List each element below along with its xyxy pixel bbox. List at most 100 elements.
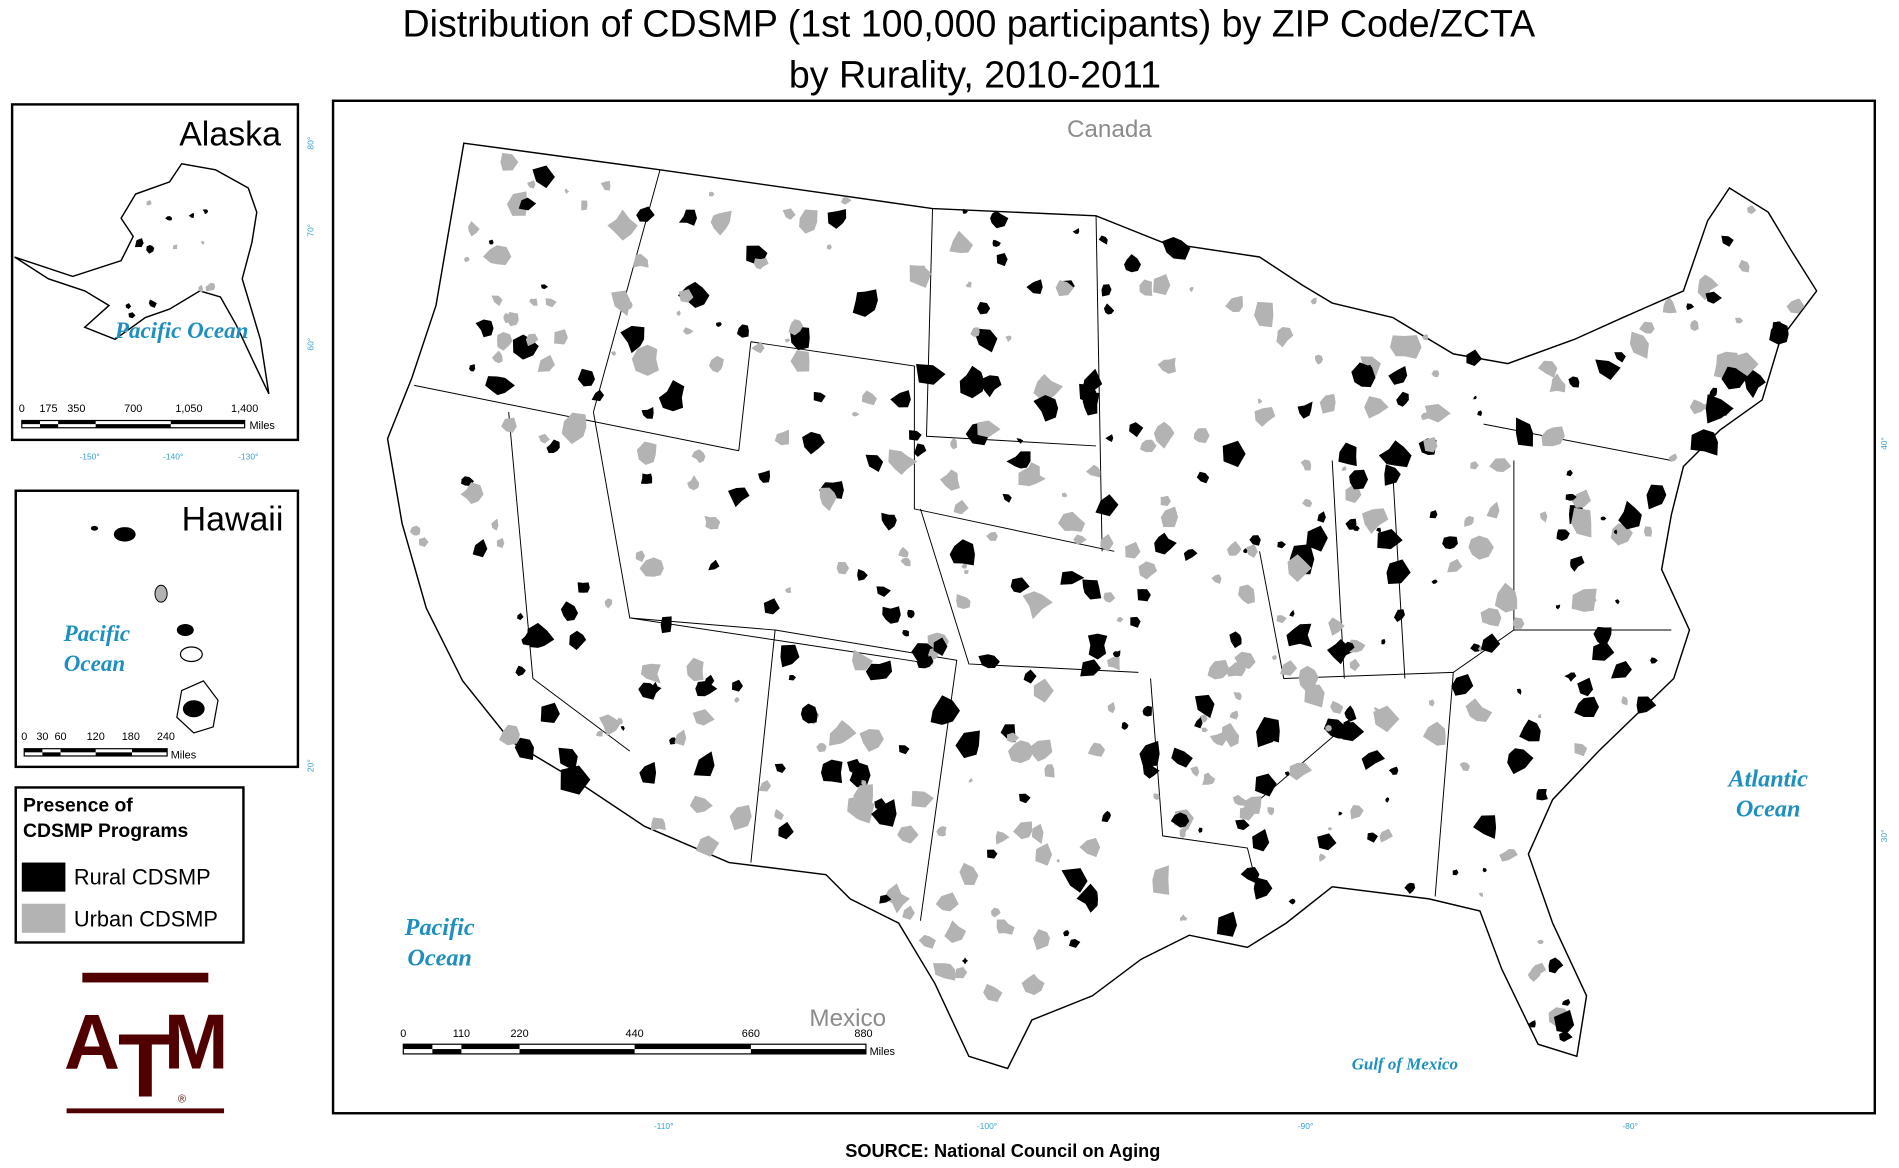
program-area [674, 729, 687, 746]
program-area [1373, 705, 1400, 733]
program-area [987, 849, 998, 859]
program-area [695, 835, 720, 857]
title: Distribution of CDSMP (1st 100,000 parti… [403, 3, 1536, 45]
program-area [1101, 284, 1112, 297]
program-area [514, 737, 534, 760]
program-area [1103, 592, 1116, 603]
program-area [865, 454, 884, 472]
program-area [1668, 453, 1678, 463]
scale-label: 0 [400, 1028, 406, 1040]
program-area [1315, 354, 1324, 365]
program-area [758, 779, 771, 792]
program-area [1452, 869, 1459, 876]
program-area [1031, 823, 1044, 845]
legend-title: Presence of [23, 795, 133, 817]
program-area [950, 437, 958, 450]
program-area [546, 439, 560, 454]
program-area [123, 328, 129, 333]
ocean-label: Ocean [64, 650, 125, 676]
program-area [640, 473, 653, 484]
program-area [1636, 696, 1657, 714]
program-area [841, 196, 852, 205]
program-area [498, 724, 520, 746]
scale-segment [170, 420, 245, 425]
program-area [518, 197, 537, 211]
program-area [1747, 205, 1757, 215]
program-area [897, 825, 919, 844]
program-area [1350, 805, 1364, 820]
program-area [599, 714, 622, 736]
logo-letter: M [164, 999, 229, 1085]
program-area [980, 375, 1002, 398]
program-area [1302, 498, 1313, 508]
hawaii-frame [14, 489, 300, 769]
program-area [729, 805, 752, 831]
program-area [857, 568, 868, 581]
scale-segment [21, 420, 40, 425]
program-area [828, 720, 857, 746]
program-area [1105, 434, 1114, 442]
program-area [1536, 789, 1548, 801]
program-area [620, 725, 625, 731]
program-area [1565, 493, 1577, 501]
program-area [1310, 297, 1317, 305]
program-area [990, 210, 1009, 229]
island [176, 623, 194, 637]
program-area [604, 598, 613, 609]
program-area [1516, 688, 1522, 695]
program-area [564, 188, 570, 195]
program-area [1566, 469, 1573, 477]
program-area [1422, 721, 1446, 746]
program-area [1249, 535, 1261, 546]
program-area [1721, 235, 1734, 247]
program-area [882, 606, 901, 624]
legend-swatch [21, 862, 66, 892]
program-area [959, 365, 985, 399]
program-area [472, 538, 488, 558]
legend-label: Urban CDSMP [74, 907, 218, 932]
program-area [1079, 383, 1097, 405]
program-area [1733, 352, 1759, 377]
program-area [1629, 331, 1649, 359]
program-area [788, 319, 804, 336]
program-area [134, 238, 144, 248]
program-area [852, 649, 874, 671]
program-area [125, 303, 132, 310]
program-area [1216, 911, 1238, 937]
program-area [558, 747, 578, 772]
inset-label: Alaska [179, 116, 281, 154]
program-area [890, 390, 911, 408]
program-area [914, 443, 927, 457]
program-area [853, 784, 874, 807]
program-area [532, 165, 555, 189]
source: SOURCE: National Council on Aging [845, 1141, 1160, 1161]
program-area [595, 730, 603, 737]
program-area [1519, 719, 1541, 742]
scale-bar [402, 1043, 867, 1055]
program-area [1650, 657, 1658, 664]
program-area [816, 743, 827, 753]
program-area [1689, 399, 1708, 415]
neighbor-label: Mexico [809, 1005, 886, 1032]
program-area [1555, 604, 1561, 610]
latitude-label: 20° [306, 759, 316, 772]
program-area [1618, 500, 1642, 530]
program-area [1570, 555, 1585, 572]
program-area [991, 907, 1001, 918]
program-area [1556, 529, 1570, 542]
program-area [1033, 678, 1054, 703]
program-area [961, 957, 969, 965]
program-area [1140, 439, 1157, 453]
program-area [909, 430, 922, 441]
scale-segment [461, 1044, 520, 1050]
scale-segment [24, 748, 43, 753]
program-area [1232, 794, 1247, 806]
program-area [751, 341, 765, 354]
program-area [1006, 451, 1031, 469]
program-area [758, 470, 771, 483]
program-area [1225, 295, 1244, 313]
program-area [1016, 438, 1024, 444]
program-area [1005, 335, 1012, 343]
program-area [1477, 410, 1483, 417]
program-area [631, 344, 659, 376]
